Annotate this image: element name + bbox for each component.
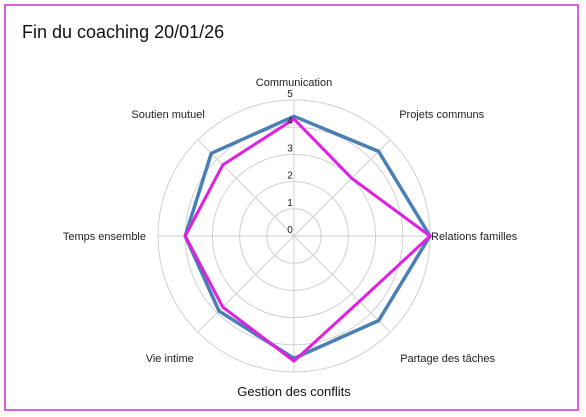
radar-series — [183, 114, 432, 363]
category-label: Relations familles — [431, 231, 518, 243]
radar-grid — [157, 99, 431, 373]
category-label: Vie intime — [146, 353, 194, 365]
tick-label: 1 — [287, 198, 293, 209]
category-label: Communication — [256, 77, 332, 89]
series-line-2 — [183, 117, 432, 363]
tick-label: 2 — [287, 171, 293, 182]
series-line-1 — [183, 114, 432, 361]
category-label: Gestion des conflits — [237, 384, 351, 399]
category-label: Temps ensemble — [63, 231, 146, 243]
category-label: Partage des tâches — [400, 353, 495, 365]
chart-title: Fin du coaching 20/01/26 — [22, 22, 225, 42]
tick-label: 0 — [287, 225, 293, 236]
grid-spoke — [197, 235, 295, 333]
category-label: Projets communs — [399, 109, 484, 121]
category-label: Soutien mutuel — [131, 109, 204, 121]
tick-label: 5 — [287, 89, 293, 100]
tick-label: 3 — [287, 143, 293, 154]
grid-spoke — [293, 139, 391, 237]
tick-label: 4 — [287, 116, 293, 127]
grid-spoke — [197, 139, 295, 237]
chart-frame — [4, 4, 579, 411]
grid-spoke — [293, 235, 391, 333]
